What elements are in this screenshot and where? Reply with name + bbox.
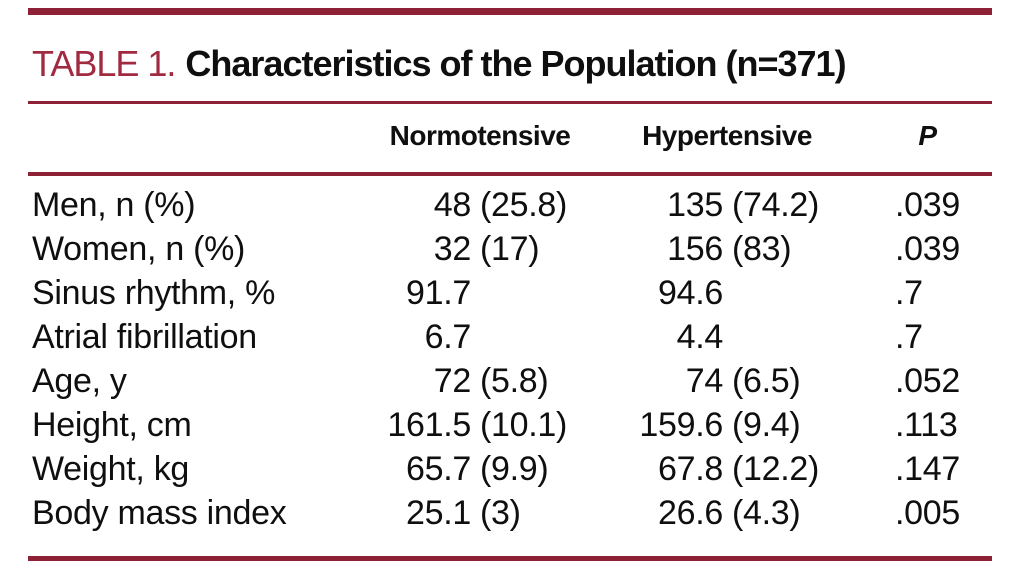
column-header-hypertensive: Hypertensive	[642, 120, 812, 151]
hypertensive-number: 26.6	[658, 494, 723, 532]
normotensive-number: 6.7	[424, 318, 472, 356]
table-row: Women, n (%) 32 (17) 156 (83) .039	[0, 227, 1020, 271]
hypertensive-value: 94.6	[552, 271, 812, 315]
normotensive-value: 48 (25.8)	[300, 183, 568, 227]
hypertensive-number: 94.6	[658, 274, 723, 312]
hypertensive-number: 159.6	[639, 406, 723, 444]
hypertensive-sd: (12.2)	[732, 450, 820, 488]
hypertensive-sd: (83)	[732, 230, 792, 268]
hypertensive-value: 67.8 (12.2)	[552, 447, 819, 491]
p-value: .039	[895, 230, 960, 268]
hypertensive-value: 156 (83)	[552, 227, 812, 271]
title-divider-rule	[28, 101, 992, 104]
hypertensive-value: 26.6 (4.3)	[552, 491, 812, 535]
normotensive-sd: (3)	[480, 494, 521, 532]
table-row: Atrial fibrillation 6.7 4.4 .7	[0, 315, 1020, 359]
row-label: Sinus rhythm, %	[32, 274, 276, 312]
row-label: Women, n (%)	[32, 230, 246, 268]
hypertensive-number: 4.4	[676, 318, 724, 356]
normotensive-value: 32 (17)	[300, 227, 555, 271]
table-row: Men, n (%) 48 (25.8) 135 (74.2) .039	[0, 183, 1020, 227]
p-value: .039	[895, 186, 960, 224]
table-row: Body mass index 25.1 (3) 26.6 (4.3) .005	[0, 491, 1020, 535]
normotensive-number: 161.5	[387, 406, 471, 444]
table-row: Weight, kg 65.7 (9.9) 67.8 (12.2) .147	[0, 447, 1020, 491]
normotensive-number: 91.7	[406, 274, 471, 312]
row-label: Height, cm	[32, 406, 192, 444]
normotensive-number: 32	[433, 230, 472, 268]
header-divider-rule	[28, 172, 992, 176]
top-rule-bar	[28, 8, 992, 15]
p-value: .147	[895, 450, 960, 488]
normotensive-sd: (17)	[480, 230, 540, 268]
row-label: Body mass index	[32, 494, 287, 532]
column-header-p: P	[918, 120, 937, 151]
table-title-text: Characteristics of the Population (n=371…	[185, 43, 846, 84]
table-row: Height, cm 161.5 (10.1) 159.6 (9.4) .113	[0, 403, 1020, 447]
hypertensive-number: 135	[667, 186, 723, 224]
normotensive-number: 48	[433, 186, 472, 224]
hypertensive-sd: (6.5)	[732, 362, 801, 400]
table-body: Men, n (%) 48 (25.8) 135 (74.2) .039 Women…	[0, 183, 1020, 535]
hypertensive-value: 135 (74.2)	[552, 183, 819, 227]
normotensive-value: 161.5 (10.1)	[300, 403, 567, 447]
normotensive-sd: (10.1)	[480, 406, 568, 444]
normotensive-value: 25.1 (3)	[300, 491, 555, 535]
hypertensive-value: 159.6 (9.4)	[552, 403, 812, 447]
p-value: .7	[895, 318, 923, 356]
table-number-label: TABLE 1.	[32, 43, 176, 84]
hypertensive-number: 156	[667, 230, 723, 268]
p-value: .7	[895, 274, 923, 312]
hypertensive-number: 74	[685, 362, 724, 400]
hypertensive-value: 74 (6.5)	[552, 359, 812, 403]
table-title: TABLE 1. Characteristics of the Populatio…	[32, 40, 1010, 88]
p-value: .113	[895, 406, 958, 444]
normotensive-value: 91.7	[300, 271, 555, 315]
hypertensive-value: 4.4	[552, 315, 812, 359]
column-header-normotensive: Normotensive	[389, 120, 571, 151]
row-label: Weight, kg	[32, 450, 190, 488]
table-row: Age, y 72 (5.8) 74 (6.5) .052	[0, 359, 1020, 403]
normotensive-number: 72	[433, 362, 472, 400]
normotensive-value: 65.7 (9.9)	[300, 447, 555, 491]
p-value: .052	[895, 362, 960, 400]
normotensive-sd: (25.8)	[480, 186, 568, 224]
normotensive-sd: (9.9)	[480, 450, 549, 488]
hypertensive-number: 67.8	[658, 450, 723, 488]
row-label: Age, y	[32, 362, 127, 400]
normotensive-value: 6.7	[300, 315, 555, 359]
table-row: Sinus rhythm, % 91.7 94.6 .7	[0, 271, 1020, 315]
normotensive-sd: (5.8)	[480, 362, 549, 400]
p-value: .005	[895, 494, 960, 532]
hypertensive-sd: (74.2)	[732, 186, 820, 224]
row-label: Men, n (%)	[32, 186, 196, 224]
hypertensive-sd: (4.3)	[732, 494, 801, 532]
table-header-row: Normotensive Hypertensive P	[0, 114, 1020, 158]
bottom-rule	[28, 556, 992, 561]
normotensive-value: 72 (5.8)	[300, 359, 555, 403]
hypertensive-sd: (9.4)	[732, 406, 801, 444]
normotensive-number: 25.1	[406, 494, 471, 532]
normotensive-number: 65.7	[406, 450, 471, 488]
row-label: Atrial fibrillation	[32, 318, 257, 356]
